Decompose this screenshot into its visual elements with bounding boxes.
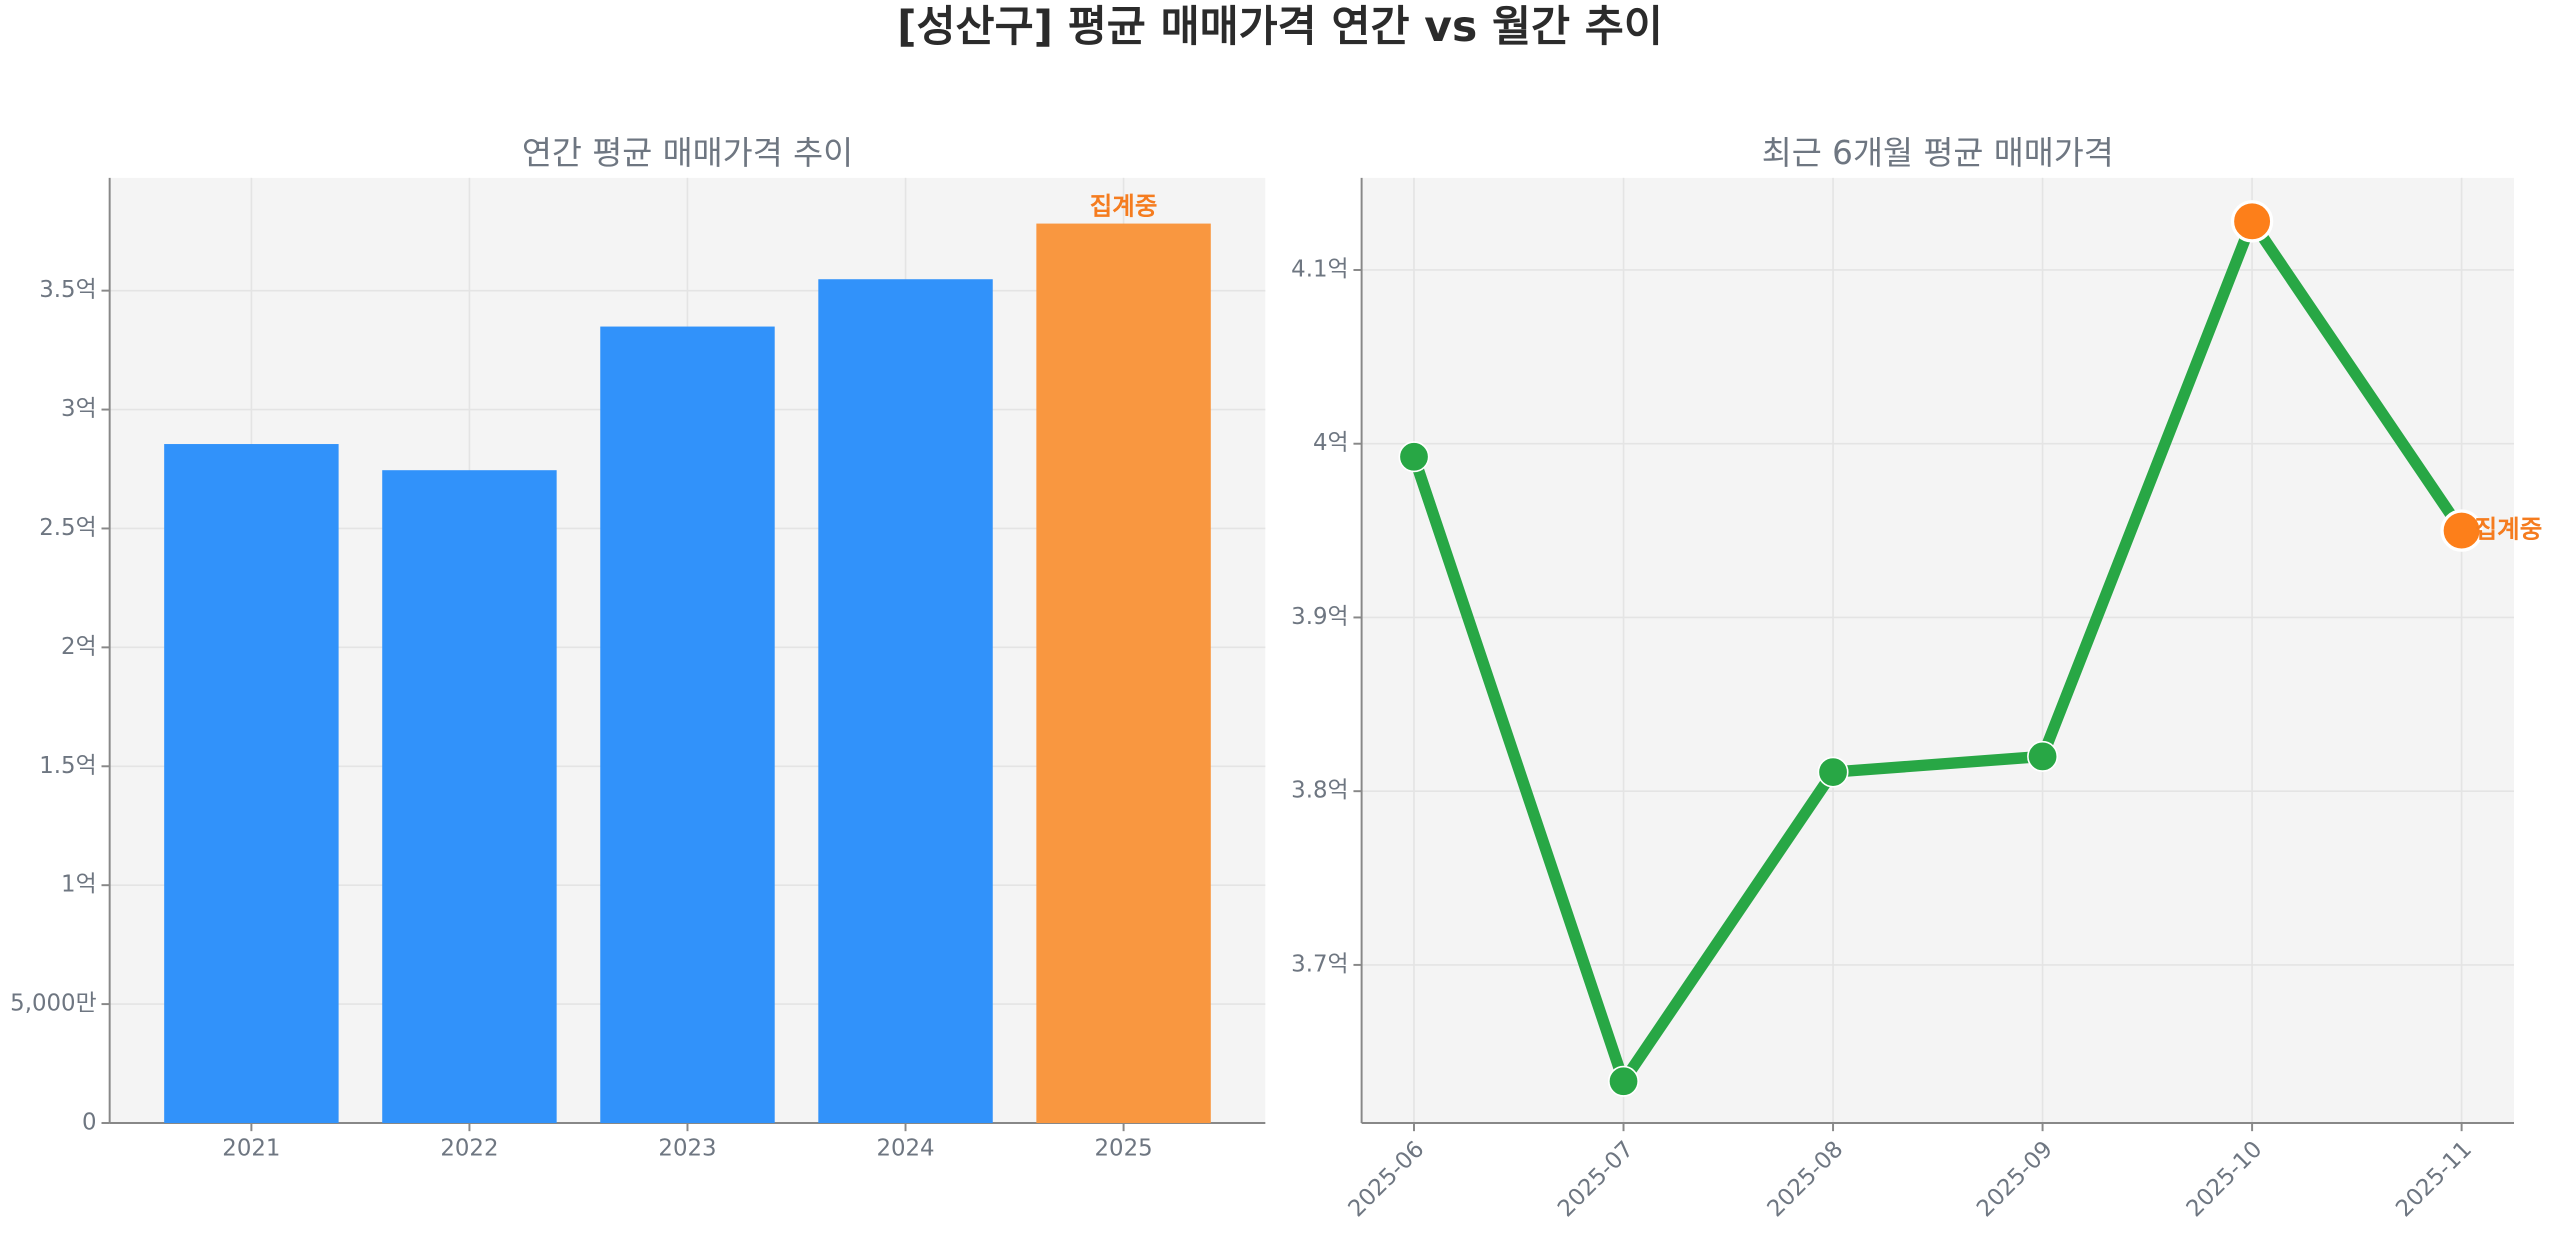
x-tick-label: 2025-08: [1763, 1136, 1849, 1222]
y-tick-label: 4억: [1313, 430, 1349, 456]
x-tick-label: 2021: [222, 1136, 280, 1162]
line: [1408, 215, 2467, 1088]
figure-title: [성산구] 평균 매매가격 연간 vs 월간 추이: [897, 3, 1663, 52]
y-tick-label: 2억: [61, 634, 97, 660]
y-tick-label: 5,000만: [10, 991, 96, 1017]
x-tick-label: 2025-07: [1553, 1136, 1639, 1222]
annotation: 집계중: [1090, 191, 1158, 220]
bar: [818, 279, 993, 1124]
point: [2230, 200, 2274, 243]
y-tick-label: 4.1억: [1291, 256, 1348, 282]
y-tick-label: 3.7억: [1291, 951, 1348, 977]
bar: [600, 326, 775, 1124]
x-tick-label: 2025-11: [2391, 1136, 2477, 1222]
chart-title: 연간 평균 매매가격 추이: [522, 134, 853, 172]
bar: [1036, 223, 1211, 1124]
point: [1608, 1065, 1640, 1097]
x-tick-label: 2023: [658, 1136, 716, 1162]
chart-title: 최근 6개월 평균 매매가격: [1762, 134, 2114, 172]
bar: [164, 444, 339, 1124]
y-tick-label: 1억: [61, 872, 97, 898]
x-tick-label: 2025-09: [1972, 1136, 2058, 1222]
bar: [382, 470, 557, 1124]
y-tick-label: 3억: [61, 396, 97, 422]
point: [2027, 740, 2059, 772]
x-tick-label: 2024: [876, 1136, 934, 1162]
y-tick-label: 3.9억: [1291, 604, 1348, 630]
point: [2440, 509, 2483, 552]
y-tick-label: 2.5억: [39, 515, 96, 541]
x-tick-label: 2022: [440, 1136, 498, 1162]
plot-area: [1361, 177, 2514, 1124]
y-tick-label: 3.5억: [39, 277, 96, 303]
y-tick-label: 0: [82, 1110, 97, 1136]
x-tick-label: 2025-06: [1343, 1136, 1429, 1222]
point: [1817, 756, 1849, 788]
annotation: 집계중: [2475, 515, 2543, 544]
y-tick-label: 3.8억: [1291, 778, 1348, 804]
x-tick-label: 2025-10: [2182, 1136, 2268, 1222]
point: [1398, 441, 1430, 473]
y-tick-label: 1.5억: [39, 753, 96, 779]
x-tick-label: 2025: [1095, 1136, 1153, 1162]
